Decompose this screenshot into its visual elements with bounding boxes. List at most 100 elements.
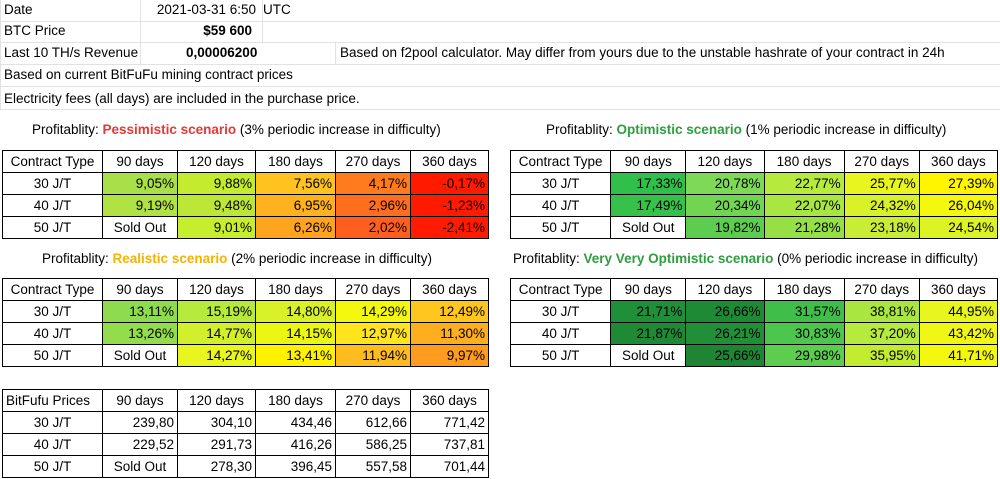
- profitability-cell[interactable]: 12,49%: [410, 300, 489, 323]
- profitability-cell[interactable]: 21,87%: [610, 322, 687, 345]
- profitability-cell[interactable]: 20,34%: [685, 194, 765, 217]
- column-header[interactable]: 360 days: [410, 389, 489, 412]
- column-header[interactable]: 270 days: [843, 150, 920, 173]
- profitability-cell[interactable]: 15,19%: [177, 300, 256, 323]
- profitability-cell[interactable]: 14,77%: [177, 322, 256, 345]
- column-header[interactable]: 180 days: [255, 389, 336, 412]
- contract-type-cell[interactable]: 50 J/T: [509, 216, 612, 239]
- price-cell[interactable]: 396,45: [255, 455, 336, 478]
- contract-type-cell[interactable]: 30 J/T: [509, 172, 612, 195]
- profitability-cell[interactable]: 14,80%: [255, 300, 336, 323]
- profitability-cell[interactable]: 22,77%: [763, 172, 845, 195]
- profitability-cell[interactable]: 11,94%: [335, 344, 411, 367]
- date-value[interactable]: 2021-03-31 6:50: [156, 2, 256, 17]
- column-header[interactable]: 180 days: [763, 150, 845, 173]
- contract-type-cell[interactable]: 50 J/T: [2, 216, 103, 239]
- price-cell[interactable]: 771,42: [410, 411, 489, 434]
- column-header[interactable]: 360 days: [410, 150, 489, 173]
- btc-price-value[interactable]: $59 600: [203, 23, 252, 38]
- profitability-cell[interactable]: 14,27%: [177, 344, 256, 367]
- profitability-cell[interactable]: 6,95%: [255, 194, 336, 217]
- profitability-cell[interactable]: 9,01%: [177, 216, 256, 239]
- profitability-cell[interactable]: 35,95%: [843, 344, 920, 367]
- price-cell[interactable]: 434,46: [255, 411, 336, 434]
- profitability-cell[interactable]: 30,83%: [763, 322, 845, 345]
- profitability-cell[interactable]: 13,26%: [102, 322, 178, 345]
- price-cell[interactable]: 586,25: [335, 433, 411, 456]
- sold-out-cell[interactable]: Sold Out: [102, 344, 178, 367]
- profitability-cell[interactable]: 2,02%: [335, 216, 411, 239]
- price-cell[interactable]: 737,81: [410, 433, 489, 456]
- column-header[interactable]: Contract Type: [2, 150, 103, 173]
- contract-type-cell[interactable]: 40 J/T: [509, 322, 612, 345]
- contract-type-cell[interactable]: 40 J/T: [2, 433, 103, 456]
- profitability-cell[interactable]: 19,82%: [685, 216, 765, 239]
- column-header[interactable]: 90 days: [610, 278, 687, 301]
- column-header[interactable]: 360 days: [918, 278, 999, 301]
- profitability-cell[interactable]: 21,71%: [610, 300, 687, 323]
- price-cell[interactable]: 291,73: [177, 433, 256, 456]
- price-cell[interactable]: 612,66: [335, 411, 411, 434]
- profitability-cell[interactable]: 13,41%: [255, 344, 336, 367]
- column-header[interactable]: Contract Type: [509, 278, 612, 301]
- column-header[interactable]: 90 days: [102, 150, 178, 173]
- column-header[interactable]: 270 days: [843, 278, 920, 301]
- profitability-cell[interactable]: 37,20%: [843, 322, 920, 345]
- profitability-cell[interactable]: 29,98%: [763, 344, 845, 367]
- contract-type-cell[interactable]: 50 J/T: [2, 455, 103, 478]
- revenue-value[interactable]: 0,00006200: [186, 45, 258, 60]
- column-header[interactable]: 270 days: [335, 150, 411, 173]
- column-header[interactable]: 360 days: [410, 278, 489, 301]
- column-header[interactable]: 270 days: [335, 278, 411, 301]
- profitability-cell[interactable]: 25,77%: [843, 172, 920, 195]
- contract-type-cell[interactable]: 30 J/T: [2, 411, 103, 434]
- profitability-cell[interactable]: 17,49%: [610, 194, 687, 217]
- price-cell[interactable]: 304,10: [177, 411, 256, 434]
- profitability-cell[interactable]: 20,78%: [685, 172, 765, 195]
- price-cell[interactable]: 239,80: [102, 411, 178, 434]
- profitability-cell[interactable]: 14,15%: [255, 322, 336, 345]
- sold-out-cell[interactable]: Sold Out: [610, 344, 687, 367]
- price-cell[interactable]: 557,58: [335, 455, 411, 478]
- column-header[interactable]: Contract Type: [509, 150, 612, 173]
- profitability-cell[interactable]: 43,42%: [918, 322, 999, 345]
- contract-type-cell[interactable]: 40 J/T: [2, 322, 103, 345]
- profitability-cell[interactable]: 22,07%: [763, 194, 845, 217]
- profitability-cell[interactable]: 2,96%: [335, 194, 411, 217]
- profitability-cell[interactable]: -2,41%: [410, 216, 489, 239]
- profitability-cell[interactable]: 24,54%: [918, 216, 999, 239]
- price-cell[interactable]: 701,44: [410, 455, 489, 478]
- column-header[interactable]: 270 days: [335, 389, 411, 412]
- profitability-cell[interactable]: 9,05%: [102, 172, 178, 195]
- profitability-cell[interactable]: 25,66%: [685, 344, 765, 367]
- column-header[interactable]: 180 days: [255, 278, 336, 301]
- contract-type-cell[interactable]: 30 J/T: [2, 300, 103, 323]
- column-header[interactable]: 120 days: [685, 278, 765, 301]
- profitability-cell[interactable]: 6,26%: [255, 216, 336, 239]
- profitability-cell[interactable]: 44,95%: [918, 300, 999, 323]
- sold-out-cell[interactable]: Sold Out: [102, 455, 178, 478]
- column-header[interactable]: 120 days: [685, 150, 765, 173]
- price-cell[interactable]: 278,30: [177, 455, 256, 478]
- profitability-cell[interactable]: 26,66%: [685, 300, 765, 323]
- column-header[interactable]: 120 days: [177, 389, 256, 412]
- profitability-cell[interactable]: 31,57%: [763, 300, 845, 323]
- profitability-cell[interactable]: 9,19%: [102, 194, 178, 217]
- profitability-cell[interactable]: -1,23%: [410, 194, 489, 217]
- contract-type-cell[interactable]: 50 J/T: [2, 344, 103, 367]
- contract-type-cell[interactable]: 30 J/T: [2, 172, 103, 195]
- column-header[interactable]: Contract Type: [2, 278, 103, 301]
- profitability-cell[interactable]: 9,88%: [177, 172, 256, 195]
- profitability-cell[interactable]: 11,30%: [410, 322, 489, 345]
- column-header[interactable]: 360 days: [918, 150, 999, 173]
- profitability-cell[interactable]: 26,21%: [685, 322, 765, 345]
- profitability-cell[interactable]: 13,11%: [102, 300, 178, 323]
- profitability-cell[interactable]: 4,17%: [335, 172, 411, 195]
- contract-type-cell[interactable]: 30 J/T: [509, 300, 612, 323]
- column-header[interactable]: 90 days: [102, 389, 178, 412]
- contract-type-cell[interactable]: 50 J/T: [509, 344, 612, 367]
- profitability-cell[interactable]: 41,71%: [918, 344, 999, 367]
- profitability-cell[interactable]: 12,97%: [335, 322, 411, 345]
- profitability-cell[interactable]: 38,81%: [843, 300, 920, 323]
- profitability-cell[interactable]: 21,28%: [763, 216, 845, 239]
